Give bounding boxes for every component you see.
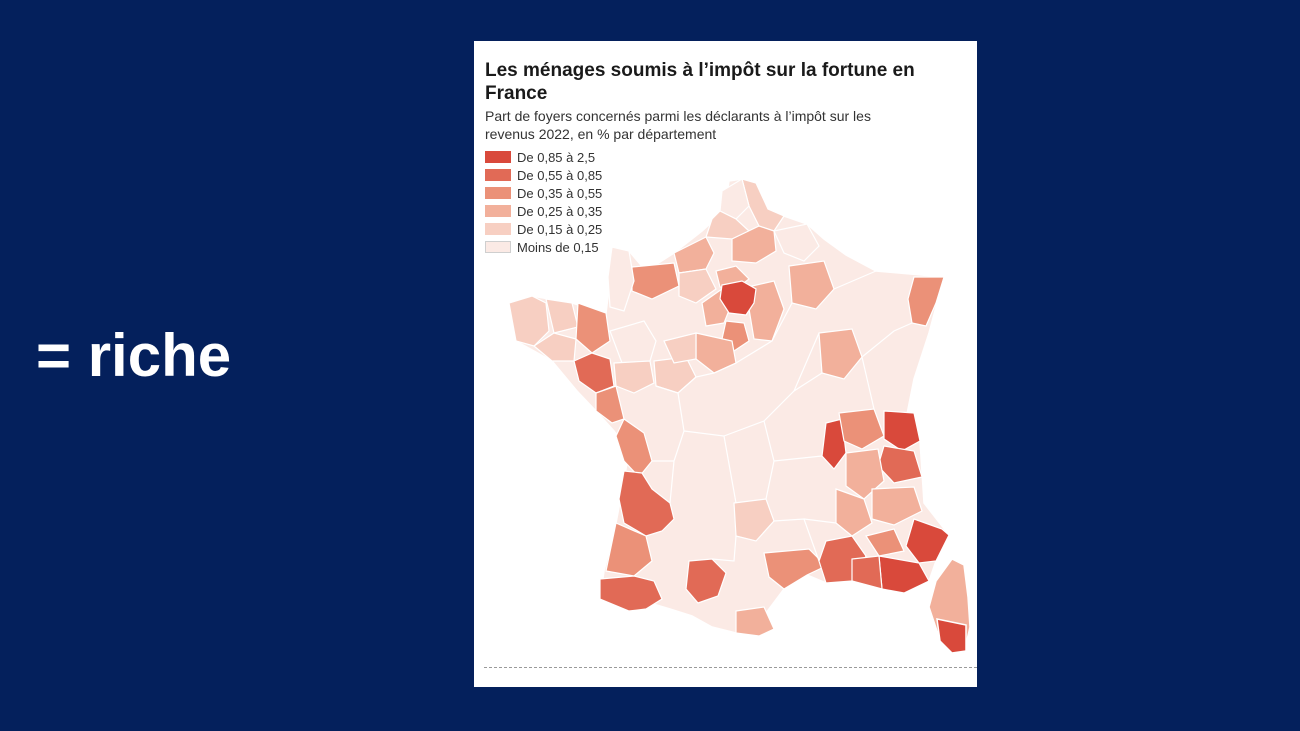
dept-pyrenees-orientales [735, 606, 775, 637]
dept-gironde [618, 470, 675, 537]
dept-rhone [821, 418, 847, 470]
dept-pas-de-calais [719, 178, 750, 220]
legend-item: De 0,85 à 2,5 [485, 148, 602, 166]
dept-ardennes [773, 223, 820, 262]
dept-eure [678, 268, 717, 304]
legend-item: De 0,35 à 0,55 [485, 184, 602, 202]
map-card: Les ménages soumis à l’impôt sur la fort… [474, 41, 977, 687]
legend-label: De 0,25 à 0,35 [517, 203, 603, 219]
dept-haute-savoie [883, 410, 921, 452]
legend-item: De 0,25 à 0,35 [485, 202, 602, 220]
dept-finistere [508, 295, 550, 347]
dept-seine-maritime [673, 236, 715, 274]
dept-ille-et-vilaine [575, 302, 611, 354]
dept-oise-aisne [731, 225, 777, 264]
dept-herault [763, 548, 828, 590]
map-legend: De 0,85 à 2,5 De 0,55 à 0,85 De 0,35 à 0… [485, 148, 602, 256]
legend-swatch [485, 169, 511, 181]
dept-nord [741, 178, 785, 232]
dept-dordogne [733, 498, 775, 542]
corse-du-sud [936, 618, 967, 654]
dept-hautes-alpes [871, 486, 923, 526]
legend-swatch [485, 241, 511, 253]
france-map [508, 178, 971, 654]
map-title: Les ménages soumis à l’impôt sur la fort… [485, 60, 915, 104]
dept-morbihan [532, 332, 577, 362]
legend-item: De 0,55 à 0,85 [485, 166, 602, 184]
dept-pyrenees-atlantiques [599, 575, 663, 612]
legend-item: Moins de 0,15 [485, 238, 602, 256]
legend-label: De 0,35 à 0,55 [517, 185, 603, 201]
legend-label: De 0,55 à 0,85 [517, 167, 603, 183]
dept-cote-dor [818, 328, 863, 380]
legend-item: De 0,15 à 0,25 [485, 220, 602, 238]
slide-heading: = riche [36, 322, 232, 389]
legend-label: Moins de 0,15 [517, 239, 599, 255]
dept-maine-et-loire [613, 360, 655, 394]
dept-vendee [595, 385, 625, 424]
dept-loire-atlantique [573, 352, 615, 394]
dept-vaucluse [865, 528, 905, 557]
dept-bas-rhin [907, 276, 945, 327]
legend-label: De 0,15 à 0,25 [517, 221, 603, 237]
dept-landes [605, 522, 653, 577]
map-subtitle: Part de foyers concernés parmi les décla… [485, 108, 871, 142]
bottom-divider [484, 667, 977, 668]
legend-swatch [485, 205, 511, 217]
dept-ain [838, 408, 885, 450]
legend-swatch [485, 187, 511, 199]
dept-mayenne-sarthe [609, 320, 657, 364]
legend-label: De 0,85 à 2,5 [517, 149, 596, 165]
legend-swatch [485, 151, 511, 163]
dept-loir-et-cher [663, 332, 697, 364]
dept-manche [607, 246, 635, 312]
legend-swatch [485, 223, 511, 235]
dept-bouches-du-rhone [851, 555, 883, 590]
dept-marne [788, 260, 835, 310]
dept-drome [835, 488, 873, 537]
dept-center-grid [652, 270, 913, 562]
dept-alpes-maritimes [905, 518, 950, 564]
dept-paris-inner [719, 280, 757, 316]
